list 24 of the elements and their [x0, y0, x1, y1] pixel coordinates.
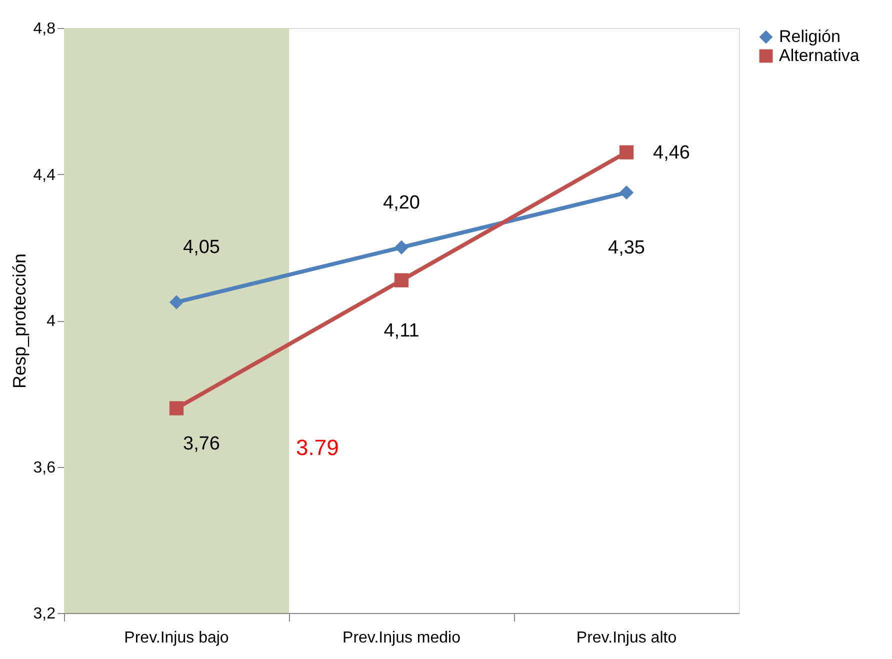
point — [169, 295, 184, 310]
y-tick-label: 4,4 — [33, 166, 56, 184]
point — [169, 401, 184, 416]
data-label: 4,05 — [183, 237, 220, 258]
legend-label: Religión — [779, 27, 840, 46]
y-tick-label: 3,2 — [33, 606, 56, 622]
y-tick-label: 3,6 — [33, 459, 56, 476]
point — [394, 273, 409, 288]
annotation: 3.79 — [296, 435, 339, 460]
y-axis-title: Resp_protección — [9, 253, 30, 389]
data-label: 3,76 — [183, 433, 220, 454]
legend-label: Alternativa — [779, 46, 860, 65]
point — [619, 185, 634, 200]
x-tick-label: Prev.Injus bajo — [124, 630, 229, 646]
y-tick-label: 4,8 — [33, 20, 56, 38]
data-label: 4,35 — [608, 238, 645, 259]
point — [394, 240, 409, 254]
x-tick-label: Prev.Injus medio — [342, 630, 461, 646]
point — [619, 145, 634, 160]
data-label: 4,11 — [384, 320, 420, 342]
x-tick-label: Prev.Injus alto — [576, 630, 677, 646]
y-tick-label: 4 — [46, 313, 56, 330]
data-label: 4,20 — [383, 192, 420, 214]
data-label: 4,46 — [653, 142, 690, 164]
